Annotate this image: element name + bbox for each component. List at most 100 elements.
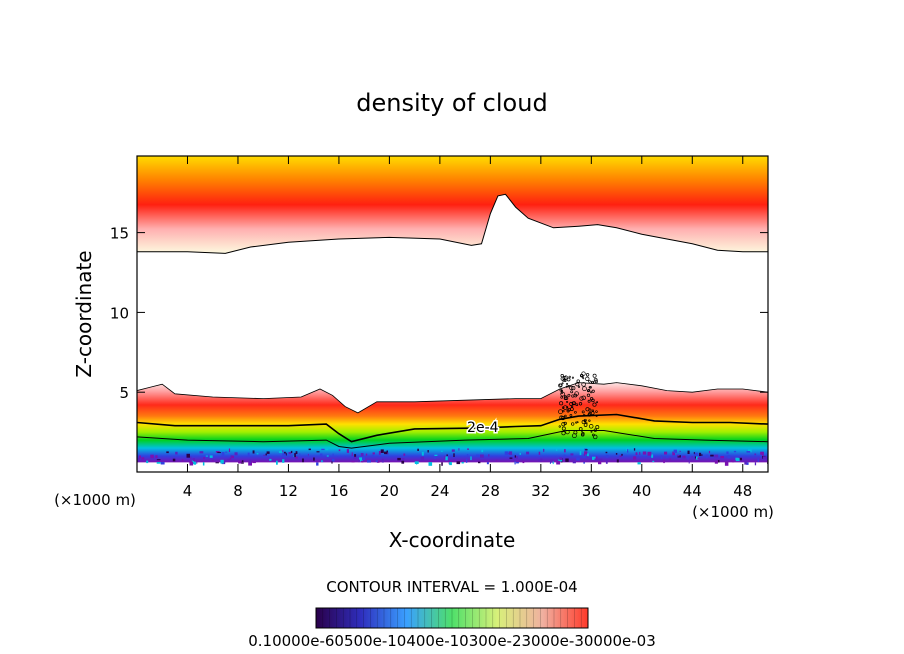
noise-speck: [193, 461, 197, 465]
turbulence-contour: [588, 419, 591, 422]
noise-speck: [401, 460, 405, 464]
upper-cloud-layer: [137, 156, 768, 254]
noise-speck: [677, 454, 680, 457]
noise-speck: [141, 457, 145, 460]
noise-speck: [687, 450, 690, 454]
noise-speck: [372, 452, 375, 455]
noise-speck: [319, 453, 323, 456]
noise-speck: [605, 451, 608, 454]
contour-line-2e-4: [137, 413, 768, 443]
turbulence-contour: [560, 391, 566, 397]
noise-speck: [205, 455, 208, 457]
noise-speck: [265, 453, 267, 456]
turbulence-contour: [578, 402, 583, 406]
noise-speck: [615, 453, 618, 455]
turbulence-contour: [588, 424, 594, 429]
turbulence-contour: [575, 403, 579, 407]
turbulence-contour: [574, 410, 577, 414]
noise-speck: [694, 452, 698, 457]
turbulence-contour: [583, 413, 586, 417]
turbulence-contour: [566, 406, 569, 409]
turbulence-contour: [567, 385, 570, 388]
noise-speck: [717, 460, 720, 463]
x-axis-ticks: 4 8 12 16 20 24 28 32 36 40 44 48: [183, 156, 752, 500]
noise-speck: [202, 455, 206, 458]
chart-title: density of cloud: [356, 89, 547, 117]
noise-speck: [189, 461, 194, 466]
noise-speck: [481, 449, 484, 453]
turbulence-contour: [593, 428, 597, 432]
noise-speck: [220, 459, 224, 464]
noise-speck: [526, 451, 530, 455]
noise-speck: [594, 458, 599, 461]
noise-speck: [172, 458, 176, 462]
noise-speck: [403, 453, 406, 456]
noise-speck: [263, 454, 266, 456]
turbulence-contour: [570, 390, 574, 394]
noise-speck: [249, 459, 252, 464]
noise-speck: [687, 456, 689, 460]
noise-speck: [192, 458, 195, 461]
plot-frame: [136, 155, 769, 473]
turbulence-contour: [595, 425, 600, 430]
noise-speck: [376, 461, 380, 463]
noise-speck: [639, 451, 641, 455]
turbulence-contour: [562, 379, 566, 383]
noise-speck: [331, 461, 333, 464]
turbulence-contour: [571, 376, 574, 379]
turbulence-contour: [569, 414, 573, 417]
noise-speck: [384, 451, 388, 455]
turbulence-contour: [561, 426, 566, 431]
noise-speck: [552, 461, 554, 465]
noise-speck: [451, 449, 455, 452]
noise-speck: [595, 456, 598, 459]
noise-speck: [138, 457, 141, 462]
turbulence-contour: [573, 393, 578, 398]
colorbar: [315, 607, 589, 629]
turbulence-contour: [571, 401, 576, 406]
noise-speck: [252, 461, 256, 464]
noise-speck: [433, 457, 437, 459]
noise-speck: [217, 452, 221, 454]
turbulence-contour: [583, 418, 587, 422]
noise-speck: [196, 460, 198, 464]
turbulence-contour: [562, 409, 565, 413]
turbulence-contour: [594, 379, 598, 384]
noise-speck: [726, 451, 729, 455]
noise-speck: [190, 456, 192, 460]
noise-speck: [515, 456, 518, 459]
noise-speck: [293, 455, 295, 457]
colorbar-ticks: [322, 608, 582, 628]
turbulence-contour: [560, 416, 565, 421]
noise-speck: [540, 458, 543, 460]
turbulence-contour: [585, 422, 588, 425]
noise-speck: [351, 460, 355, 463]
noise-speck: [563, 454, 566, 457]
turbulence-contour: [576, 379, 580, 383]
noise-speck: [325, 448, 329, 451]
noise-speck: [496, 459, 498, 462]
turbulence-contour: [591, 389, 595, 393]
turbulence-contour: [570, 407, 574, 411]
noise-speck: [570, 453, 574, 456]
noise-speck: [211, 459, 214, 461]
x-tick-label: 12: [279, 482, 298, 500]
noise-speck: [598, 460, 602, 465]
noise-speck: [592, 456, 596, 460]
turbulence-contour: [559, 401, 564, 406]
y-tick-label: 5: [119, 384, 129, 402]
noise-speck: [673, 449, 677, 453]
noise-speck: [478, 461, 481, 464]
noise-speck: [313, 457, 315, 461]
noise-speck: [199, 451, 204, 454]
noise-speck: [175, 451, 178, 455]
turbulence-contour: [561, 406, 565, 409]
noise-speck: [441, 450, 443, 452]
noise-speck: [353, 456, 357, 459]
noise-speck: [652, 460, 655, 462]
turbulence-contour: [566, 400, 569, 403]
noise-speck: [203, 456, 205, 459]
x-tick-label: 44: [683, 482, 702, 500]
turbulence-contour: [575, 421, 578, 424]
